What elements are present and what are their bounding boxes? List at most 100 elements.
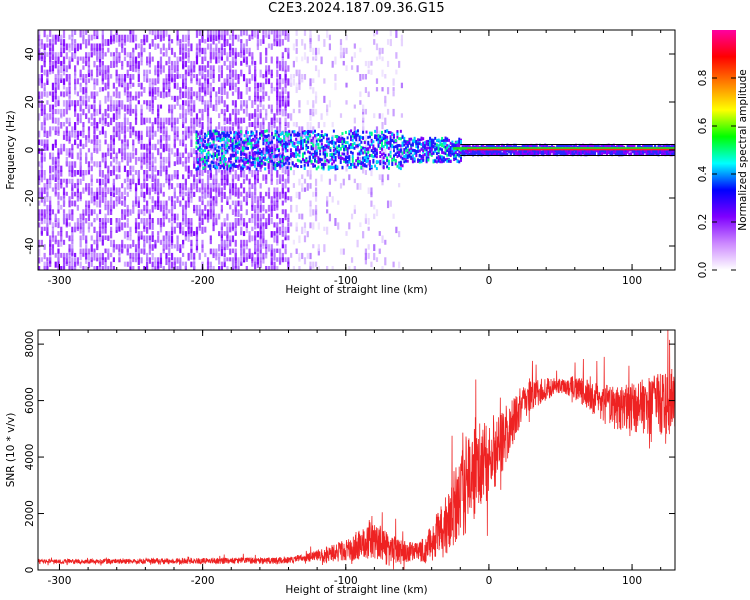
heatmap-cell [159, 143, 163, 149]
heatmap-cell [303, 151, 306, 155]
heatmap-cell [193, 191, 196, 197]
heatmap-cell [168, 266, 171, 270]
heatmap-cell [71, 191, 74, 200]
heatmap-cell [234, 82, 237, 88]
heatmap-cell [310, 147, 313, 151]
heatmap-cell [182, 74, 185, 80]
heatmap-cell [134, 56, 138, 64]
heatmap-cell [324, 153, 327, 157]
heatmap-cell [237, 117, 240, 123]
heatmap-cell [57, 82, 60, 90]
heatmap-cell [470, 149, 473, 153]
heatmap-cell [300, 165, 303, 169]
heatmap-cell [170, 213, 174, 222]
heatmap-cell [234, 56, 237, 63]
heatmap-cell [392, 213, 395, 219]
heatmap-cell [162, 135, 165, 141]
heatmap-cell [236, 136, 239, 140]
heatmap-cell [265, 145, 268, 149]
heatmap-cell [391, 162, 394, 166]
heatmap-cell [231, 60, 235, 68]
heatmap-cell [220, 56, 223, 61]
heatmap-cell [326, 200, 329, 207]
heatmap-cell [425, 148, 428, 152]
heatmap-cell [301, 130, 304, 139]
heatmap-cell [353, 117, 356, 124]
heatmap-cell [296, 140, 299, 144]
heatmap-cell [295, 56, 298, 63]
heatmap-cell [279, 142, 282, 146]
heatmap-cell [257, 151, 260, 155]
heatmap-cell [253, 161, 256, 165]
heatmap-cell [309, 252, 312, 260]
heatmap-cell [466, 144, 469, 148]
heatmap-cell [270, 165, 273, 171]
heatmap-cell [237, 91, 240, 100]
heatmap-cell [284, 60, 287, 66]
heatmap-cell [201, 213, 204, 218]
heatmap-cell [90, 43, 93, 51]
heatmap-cell [154, 266, 157, 270]
heatmap-cell [273, 113, 276, 121]
heatmap-cell [324, 147, 327, 151]
heatmap-cell [240, 226, 243, 235]
heatmap-cell [281, 39, 284, 46]
heatmap-cell [262, 257, 265, 264]
heatmap-cell [336, 139, 339, 143]
heatmap-cell [323, 244, 326, 253]
heatmap-cell [157, 104, 160, 113]
heatmap-cell [87, 56, 91, 62]
heatmap-cell [295, 204, 298, 213]
heatmap-cell [198, 252, 201, 260]
heatmap-cell [398, 261, 401, 269]
heatmap-cell [229, 143, 232, 151]
heatmap-cell [237, 257, 240, 262]
heatmap-cell [93, 91, 96, 99]
heatmap-cell [65, 231, 68, 238]
heatmap-cell [201, 152, 204, 159]
heatmap-cell [216, 166, 219, 170]
heatmap-cell [246, 131, 249, 135]
heatmap-cell [62, 196, 66, 204]
heatmap-cell [312, 144, 315, 148]
heatmap-cell [215, 91, 218, 97]
heatmap-cell [265, 65, 268, 72]
heatmap-cell [410, 137, 413, 141]
heatmap-cell [365, 164, 368, 168]
heatmap-cell [68, 100, 71, 108]
heatmap-cell [360, 136, 363, 140]
heatmap-cell [212, 65, 215, 71]
heatmap-cell [101, 30, 104, 36]
heatmap-cell [386, 144, 389, 148]
heatmap-cell [137, 248, 140, 254]
heatmap-cell [198, 164, 201, 168]
heatmap-cell [317, 222, 320, 230]
heatmap-cell [254, 222, 257, 230]
heatmap-cell [276, 104, 279, 113]
heatmap-cell [265, 30, 268, 38]
heatmap-cell [168, 196, 171, 201]
heatmap-cell [237, 200, 240, 207]
heatmap-cell [398, 166, 401, 170]
heatmap-cell [96, 43, 99, 52]
heatmap-cell [346, 151, 349, 155]
heatmap-cell [291, 130, 294, 134]
heatmap-cell [364, 60, 368, 67]
heatmap-cell [248, 191, 251, 199]
heatmap-cell [49, 104, 52, 113]
heatmap-cell [418, 160, 421, 164]
heatmap-cell [43, 43, 46, 50]
heatmap-cell [60, 43, 63, 49]
heatmap-cell [298, 82, 301, 91]
heatmap-cell [255, 157, 258, 161]
heatmap-cell [236, 156, 239, 160]
heatmap-cell [472, 145, 475, 149]
heatmap-cell [422, 158, 425, 162]
heatmap-cell [201, 226, 204, 234]
heatmap-cell [254, 78, 257, 86]
heatmap-cell [284, 165, 287, 170]
heatmap-cell [269, 159, 272, 163]
heatmap-cell [395, 52, 398, 59]
heatmap-cell [206, 82, 210, 88]
heatmap-cell [79, 239, 82, 248]
